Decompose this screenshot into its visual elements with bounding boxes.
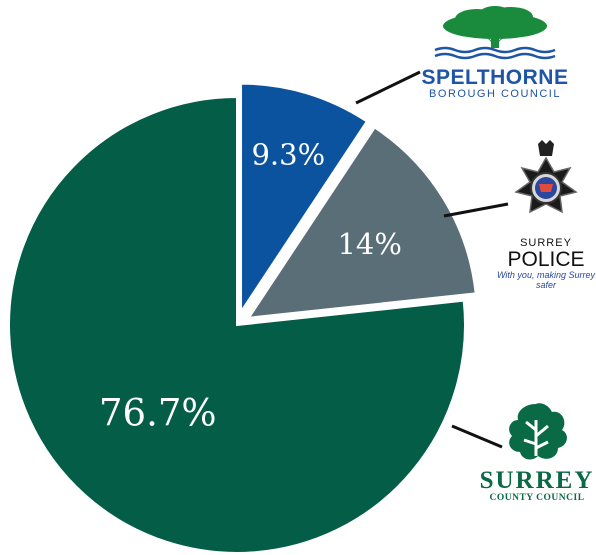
leader-line-spelthorne <box>355 70 421 105</box>
scc-name: SURREY <box>479 467 595 494</box>
slice-label-surrey-county-council: 76.7% <box>99 392 217 435</box>
oak-tree-river-icon <box>434 6 556 60</box>
surrey-county-council-logo: SURREY COUNTY COUNCIL <box>478 400 596 510</box>
leader-line-police <box>443 202 509 218</box>
police-tagline: With you, making Surrey safer <box>497 270 595 290</box>
slice-label-spelthorne-borough-council: 9.3% <box>251 137 325 171</box>
police-crest-icon <box>514 140 578 214</box>
police-name: POLICE <box>507 248 585 271</box>
scc-subtitle: COUNTY COUNCIL <box>489 493 585 503</box>
spelthorne-name: SPELTHORNE <box>421 66 569 89</box>
pie-slice-surrey-police <box>246 126 477 319</box>
slice-label-surrey-police: 14% <box>337 227 401 261</box>
pie-slice-surrey-county-council <box>8 95 466 554</box>
leader-lines <box>355 70 509 449</box>
spelthorne-logo: SPELTHORNE BOROUGH COUNCIL <box>420 6 570 106</box>
surrey-police-logo: SURREY POLICE With you, making Surrey sa… <box>496 140 596 300</box>
oak-leaf-icon <box>509 403 567 460</box>
spelthorne-subtitle: BOROUGH COUNCIL <box>429 88 561 100</box>
leader-line-scc <box>451 424 503 449</box>
police-surrey-text: SURREY <box>520 237 572 249</box>
pie-slice-spelthorne-borough-council <box>240 82 369 315</box>
